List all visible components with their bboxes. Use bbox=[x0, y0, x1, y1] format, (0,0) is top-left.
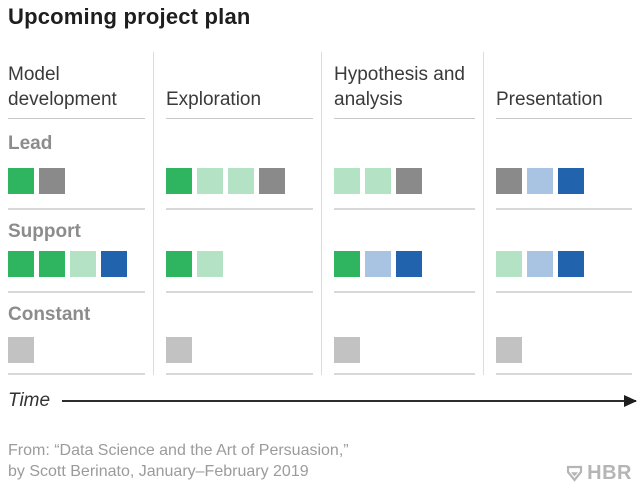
time-arrow-icon bbox=[62, 395, 637, 407]
phase-column-hypothesis-and-analysis: Hypothesis and analysis bbox=[321, 52, 483, 375]
role-section-constant: Constant bbox=[8, 302, 145, 375]
block-row bbox=[166, 251, 313, 277]
block-gray bbox=[396, 168, 422, 194]
time-axis: Time bbox=[8, 390, 637, 412]
role-section-support bbox=[334, 219, 475, 293]
role-label-spacer bbox=[334, 131, 475, 157]
block-light-green bbox=[197, 168, 223, 194]
role-section-lead bbox=[496, 131, 632, 210]
block-row bbox=[166, 168, 313, 194]
block-blue bbox=[101, 251, 127, 277]
block-light-green bbox=[496, 251, 522, 277]
block-light-green bbox=[197, 251, 223, 277]
phase-header: Presentation bbox=[496, 52, 632, 119]
block-light-blue bbox=[365, 251, 391, 277]
role-label-support: Support bbox=[8, 221, 81, 242]
phase-header: Exploration bbox=[166, 52, 313, 119]
block-row bbox=[496, 251, 632, 277]
block-row bbox=[8, 337, 145, 363]
role-label-spacer bbox=[166, 219, 313, 245]
block-green bbox=[166, 251, 192, 277]
block-green bbox=[8, 168, 34, 194]
chart-title: Upcoming project plan bbox=[8, 4, 251, 29]
role-section-constant bbox=[334, 302, 475, 375]
block-row bbox=[8, 251, 145, 277]
block-row bbox=[8, 168, 145, 194]
phase-column-exploration: Exploration bbox=[153, 52, 321, 375]
block-light-green bbox=[228, 168, 254, 194]
block-light-blue bbox=[527, 251, 553, 277]
block-light-green bbox=[334, 168, 360, 194]
block-row bbox=[496, 337, 632, 363]
block-gray bbox=[259, 168, 285, 194]
phase-column-presentation: Presentation bbox=[483, 52, 640, 375]
block-blue bbox=[558, 251, 584, 277]
role-section-constant bbox=[166, 302, 313, 375]
time-axis-label: Time bbox=[8, 390, 51, 411]
block-green bbox=[166, 168, 192, 194]
block-light-blue bbox=[527, 168, 553, 194]
block-light-gray bbox=[166, 337, 192, 363]
block-gray bbox=[496, 168, 522, 194]
role-label-spacer bbox=[166, 302, 313, 328]
block-green bbox=[8, 251, 34, 277]
block-light-gray bbox=[496, 337, 522, 363]
phase-column-model-development: Model development Lead Support Constant bbox=[0, 52, 153, 375]
role-section-support bbox=[166, 219, 313, 293]
role-label-spacer bbox=[334, 302, 475, 328]
role-label-spacer bbox=[334, 219, 475, 245]
block-row bbox=[496, 168, 632, 194]
block-green bbox=[334, 251, 360, 277]
role-section-constant bbox=[496, 302, 632, 375]
role-label-constant: Constant bbox=[8, 304, 91, 325]
block-gray bbox=[39, 168, 65, 194]
role-section-lead bbox=[334, 131, 475, 210]
block-light-green bbox=[365, 168, 391, 194]
block-light-green bbox=[70, 251, 96, 277]
role-section-lead: Lead bbox=[8, 131, 145, 210]
role-section-lead bbox=[166, 131, 313, 210]
hbr-shield-icon bbox=[566, 465, 583, 482]
phase-grid: Model development Lead Support Constant … bbox=[0, 52, 640, 375]
source-line-1: From: “Data Science and the Art of Persu… bbox=[8, 442, 349, 459]
source-note: From: “Data Science and the Art of Persu… bbox=[8, 440, 349, 482]
hbr-logo: HBR bbox=[566, 462, 632, 485]
block-blue bbox=[558, 168, 584, 194]
block-row bbox=[166, 337, 313, 363]
role-section-support: Support bbox=[8, 219, 145, 293]
source-line-2: by Scott Berinato, January–February 2019 bbox=[8, 463, 309, 480]
role-label-spacer bbox=[496, 131, 632, 157]
phase-header: Hypothesis and analysis bbox=[334, 52, 475, 119]
role-label-spacer bbox=[496, 219, 632, 245]
block-light-gray bbox=[334, 337, 360, 363]
block-green bbox=[39, 251, 65, 277]
phase-header: Model development bbox=[8, 52, 145, 119]
role-label-spacer bbox=[496, 302, 632, 328]
hbr-logo-text: HBR bbox=[587, 462, 632, 484]
role-label-lead: Lead bbox=[8, 133, 53, 154]
role-label-spacer bbox=[166, 131, 313, 157]
role-section-support bbox=[496, 219, 632, 293]
block-row bbox=[334, 251, 475, 277]
block-row bbox=[334, 168, 475, 194]
block-light-gray bbox=[8, 337, 34, 363]
block-row bbox=[334, 337, 475, 363]
block-blue bbox=[396, 251, 422, 277]
